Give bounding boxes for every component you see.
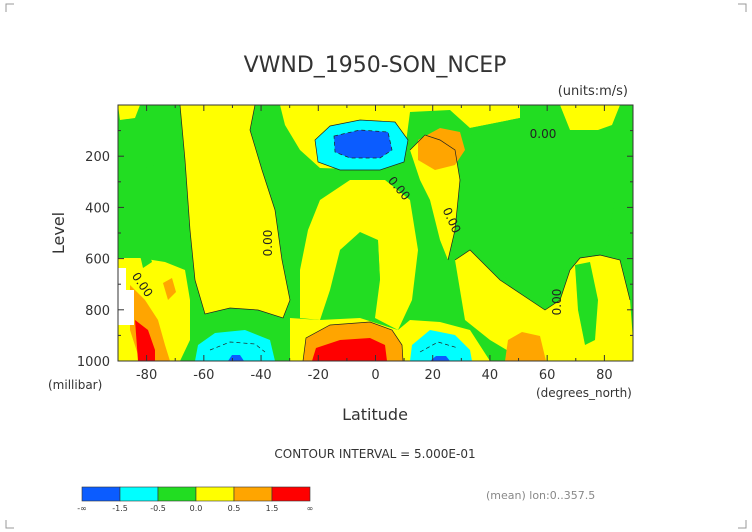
cyan-region-bottom-left <box>195 330 275 361</box>
cyan-region-bottom-center <box>410 330 472 361</box>
green-island-left-top <box>138 122 160 168</box>
legend-label: 0.0 <box>190 504 203 513</box>
legend-label: 1.5 <box>266 504 279 513</box>
green-island-left-mid <box>140 250 152 268</box>
green-island-bottom-right <box>575 262 598 345</box>
legend-swatch <box>195 486 235 502</box>
x-tick-label: 0 <box>371 368 379 383</box>
color-legend: -∞ -1.5 -0.5 0.0 0.5 1.5 ∞ <box>77 486 314 513</box>
legend-label: -∞ <box>77 504 87 513</box>
orange-region-midlat <box>418 128 465 170</box>
red-core-far-south <box>135 320 155 361</box>
legend-label: -0.5 <box>150 504 166 513</box>
y-tick-label: 400 <box>85 201 110 216</box>
orange-region-south <box>163 278 176 300</box>
legend-label: ∞ <box>307 504 314 513</box>
chart-title: VWND_1950-SON_NCEP <box>244 53 507 78</box>
contour-value-label: 0.00 <box>261 230 275 257</box>
y-tick-label: 1000 <box>77 355 110 370</box>
x-tick-label: -40 <box>250 368 271 383</box>
x-tick-label: -80 <box>136 368 157 383</box>
y-axis-title: Level <box>49 212 68 254</box>
red-core-surface <box>312 338 387 361</box>
legend-label: -1.5 <box>112 504 128 513</box>
green-island-right-edge <box>622 118 633 160</box>
negative-contours <box>209 129 459 353</box>
legend-swatch <box>271 486 311 502</box>
x-axis-title: Latitude <box>342 405 408 424</box>
blue-core-top <box>334 130 392 158</box>
corner-marks <box>5 3 747 529</box>
y-tick-label: 600 <box>85 253 110 268</box>
y-units-label: (millibar) <box>48 378 102 392</box>
contour-value-label: 0.00 <box>530 127 557 141</box>
contour-interval-label: CONTOUR INTERVAL = 5.000E-01 <box>274 447 475 461</box>
footer-label: (mean) lon:0..357.5 <box>486 489 595 502</box>
legend-swatch <box>157 486 197 502</box>
blue-spot-bottom-center <box>430 356 450 361</box>
contour-labels: 0.000.000.000.000.000.00 <box>129 127 564 315</box>
contour-lines <box>179 104 631 362</box>
missing-data-patch <box>118 268 134 325</box>
x-tick-label: 20 <box>424 368 441 383</box>
y-tick-label: 200 <box>85 150 110 165</box>
yellow-region-top-right <box>560 105 620 130</box>
units-label: (units:m/s) <box>558 84 628 99</box>
legend-swatch <box>81 486 121 502</box>
legend-label: 0.5 <box>228 504 241 513</box>
x-tick-label: -20 <box>308 368 329 383</box>
legend-swatch <box>119 486 159 502</box>
yellow-region-far-left <box>118 105 140 120</box>
yellow-region-center <box>300 180 418 330</box>
x-tick-label: 80 <box>596 368 613 383</box>
y-axis: 200 400 600 800 1000 <box>77 104 633 370</box>
yellow-region-left <box>180 105 290 318</box>
green-island-center <box>340 235 380 285</box>
orange-region-bottom-right <box>505 332 546 361</box>
x-axis: -80 -60 -40 -20 0 20 40 60 80 <box>117 105 634 383</box>
contour-field <box>118 104 633 362</box>
legend-swatch <box>233 486 273 502</box>
green-island-right <box>470 118 615 300</box>
x-tick-label: 60 <box>539 368 556 383</box>
x-tick-label: -60 <box>193 368 214 383</box>
contour-value-label: 0.00 <box>550 289 564 316</box>
x-units-label: (degrees_north) <box>536 386 632 400</box>
y-tick-label: 800 <box>85 304 110 319</box>
x-tick-label: 40 <box>482 368 499 383</box>
